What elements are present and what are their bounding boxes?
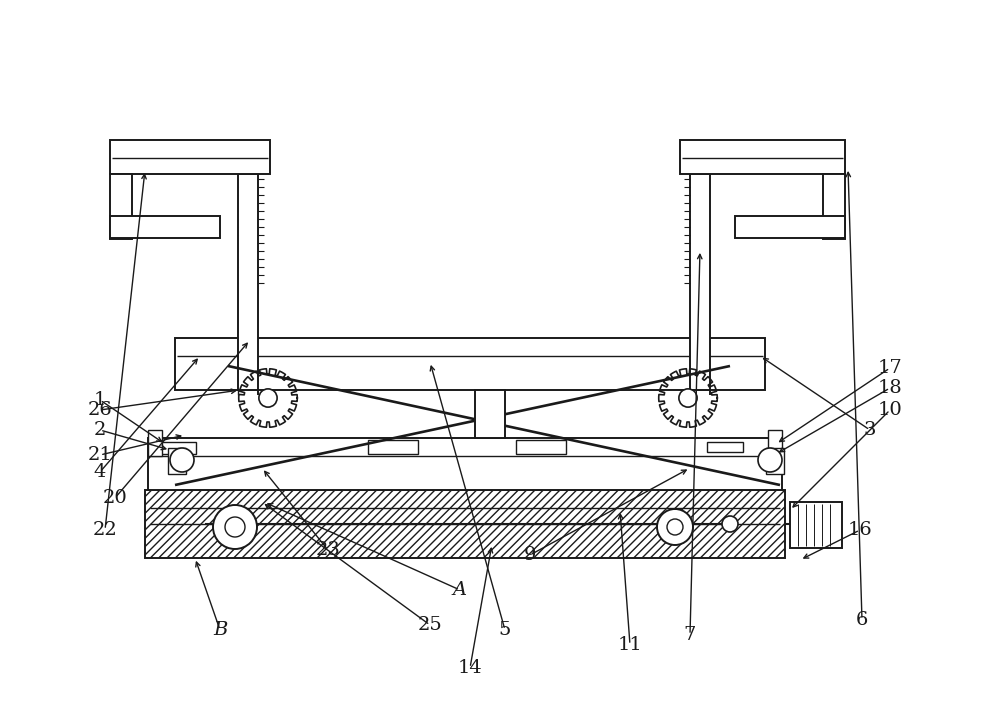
Bar — [680, 140, 845, 174]
Bar — [168, 448, 186, 474]
Text: 25: 25 — [418, 616, 442, 634]
Text: 23: 23 — [316, 541, 340, 559]
Bar — [110, 174, 132, 239]
Text: 3: 3 — [864, 421, 876, 439]
Circle shape — [213, 505, 257, 549]
Text: 22: 22 — [93, 521, 117, 539]
Text: 4: 4 — [94, 463, 106, 481]
Text: 6: 6 — [856, 611, 868, 629]
Circle shape — [758, 448, 782, 472]
Circle shape — [170, 448, 194, 472]
Text: 11: 11 — [618, 636, 642, 654]
Bar — [768, 430, 782, 456]
Bar — [707, 442, 743, 452]
Circle shape — [225, 517, 245, 537]
Circle shape — [667, 519, 683, 535]
Text: 16: 16 — [848, 521, 872, 539]
Text: 21: 21 — [88, 446, 112, 464]
Text: A: A — [453, 581, 467, 599]
Bar — [516, 440, 566, 454]
Text: 7: 7 — [684, 626, 696, 644]
Bar — [150, 442, 196, 454]
Bar — [148, 430, 162, 456]
Text: 10: 10 — [878, 401, 902, 419]
Text: B: B — [213, 621, 227, 639]
Bar — [790, 502, 842, 548]
Bar — [823, 174, 845, 239]
Text: 20: 20 — [103, 489, 127, 507]
Bar — [690, 174, 710, 390]
Bar — [238, 174, 258, 390]
Circle shape — [657, 509, 693, 545]
Text: 9: 9 — [524, 546, 536, 564]
Bar — [735, 216, 845, 238]
Bar — [110, 140, 270, 174]
Bar — [475, 390, 505, 438]
Bar — [368, 440, 418, 454]
Text: 5: 5 — [499, 621, 511, 639]
Bar — [766, 448, 784, 474]
Circle shape — [259, 389, 277, 407]
Text: 18: 18 — [878, 379, 902, 397]
Circle shape — [722, 516, 738, 532]
Circle shape — [679, 389, 697, 407]
Text: 17: 17 — [878, 359, 902, 377]
Bar — [148, 438, 782, 490]
Text: 26: 26 — [88, 401, 112, 419]
Bar — [110, 216, 220, 238]
Bar — [145, 490, 785, 558]
Text: 1: 1 — [94, 391, 106, 409]
Bar — [175, 338, 765, 390]
Text: 2: 2 — [94, 421, 106, 439]
Text: 14: 14 — [458, 659, 482, 677]
